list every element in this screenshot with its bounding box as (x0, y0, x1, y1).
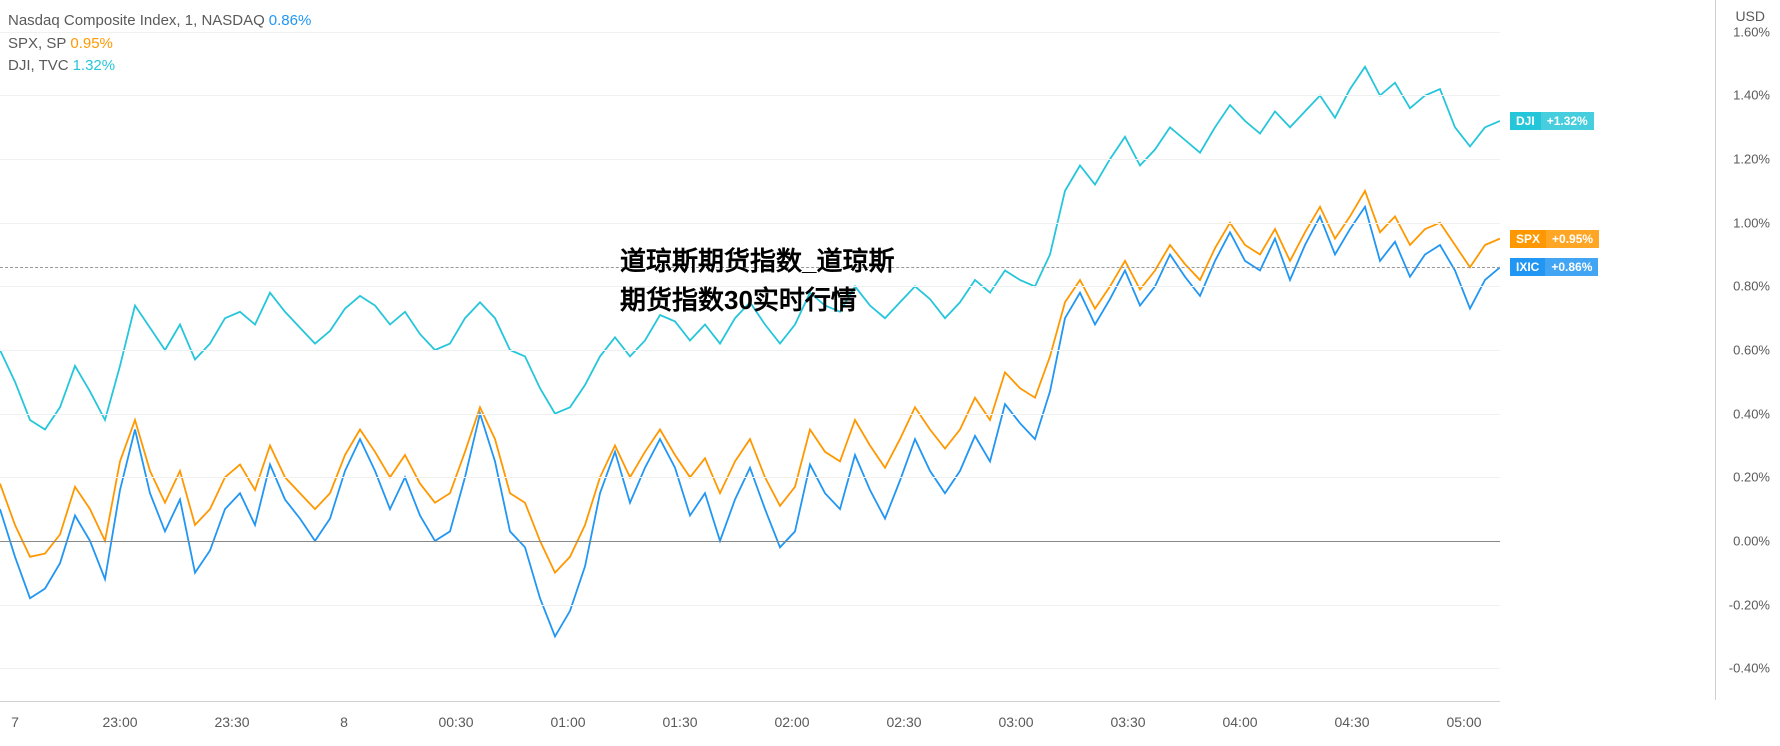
y-tick-label: -0.20% (1729, 597, 1770, 612)
price-label-ticker: IXIC (1510, 258, 1545, 276)
x-tick-label: 01:00 (550, 714, 585, 730)
chart-overlay-title: 道琼斯期货指数_道琼斯期货指数30实时行情 (620, 242, 920, 320)
x-tick-label: 02:00 (774, 714, 809, 730)
gridline (0, 95, 1500, 96)
x-tick-label: 03:00 (998, 714, 1033, 730)
x-tick-label: 23:00 (102, 714, 137, 730)
gridline (0, 414, 1500, 415)
y-tick-label: 1.00% (1733, 215, 1770, 230)
y-axis-header: USD (1735, 8, 1765, 24)
x-axis: 7 23:00 23:30 8 00:30 01:00 01:30 02:00 02:30 03:… (0, 701, 1500, 746)
legend-value: 1.32% (73, 55, 116, 78)
y-tick-label: -0.40% (1729, 661, 1770, 676)
chart-legend: Nasdaq Composite Index, 1, NASDAQ 0.86% … (8, 10, 311, 78)
gridline (0, 477, 1500, 478)
price-label-spx[interactable]: SPX+0.95% (1510, 228, 1599, 250)
y-tick-label: 0.60% (1733, 343, 1770, 358)
legend-value: 0.86% (269, 10, 312, 33)
x-tick-label: 05:00 (1446, 714, 1481, 730)
legend-label: Nasdaq Composite Index, 1, NASDAQ (8, 10, 265, 33)
x-tick-label: 8 (340, 714, 348, 730)
y-tick-label: 1.60% (1733, 24, 1770, 39)
price-label-value: +0.95% (1546, 230, 1599, 248)
x-tick-label: 04:00 (1222, 714, 1257, 730)
x-tick-label: 23:30 (214, 714, 249, 730)
legend-label: SPX, SP (8, 33, 66, 56)
price-label-value: +0.86% (1545, 258, 1598, 276)
gridline (0, 159, 1500, 160)
legend-row-dji[interactable]: DJI, TVC 1.32% (8, 55, 311, 78)
y-tick-label: 0.20% (1733, 470, 1770, 485)
x-tick-label: 7 (11, 714, 19, 730)
legend-label: DJI, TVC (8, 55, 69, 78)
y-tick-label: 1.40% (1733, 88, 1770, 103)
chart-plot-area[interactable] (0, 0, 1500, 700)
y-tick-label: 0.40% (1733, 406, 1770, 421)
y-tick-label: 1.20% (1733, 152, 1770, 167)
x-tick-label: 02:30 (886, 714, 921, 730)
gridline (0, 223, 1500, 224)
price-label-ticker: SPX (1510, 230, 1546, 248)
x-tick-label: 00:30 (438, 714, 473, 730)
price-label-ticker: DJI (1510, 112, 1541, 130)
gridline (0, 350, 1500, 351)
y-tick-label: 0.80% (1733, 279, 1770, 294)
x-tick-label: 04:30 (1334, 714, 1369, 730)
legend-row-spx[interactable]: SPX, SP 0.95% (8, 33, 311, 56)
price-label-ixic[interactable]: IXIC+0.86% (1510, 256, 1598, 278)
gridline (0, 541, 1500, 542)
legend-value: 0.95% (70, 33, 113, 56)
x-tick-label: 01:30 (662, 714, 697, 730)
gridline (0, 668, 1500, 669)
y-tick-label: 0.00% (1733, 533, 1770, 548)
x-tick-label: 03:30 (1110, 714, 1145, 730)
gridline (0, 605, 1500, 606)
legend-row-nasdaq[interactable]: Nasdaq Composite Index, 1, NASDAQ 0.86% (8, 10, 311, 33)
price-label-value: +1.32% (1541, 112, 1594, 130)
price-label-dji[interactable]: DJI+1.32% (1510, 110, 1594, 132)
y-axis: USD -0.40% -0.20% 0.00% 0.20% 0.40% 0.60% 0.80… (1715, 0, 1780, 700)
